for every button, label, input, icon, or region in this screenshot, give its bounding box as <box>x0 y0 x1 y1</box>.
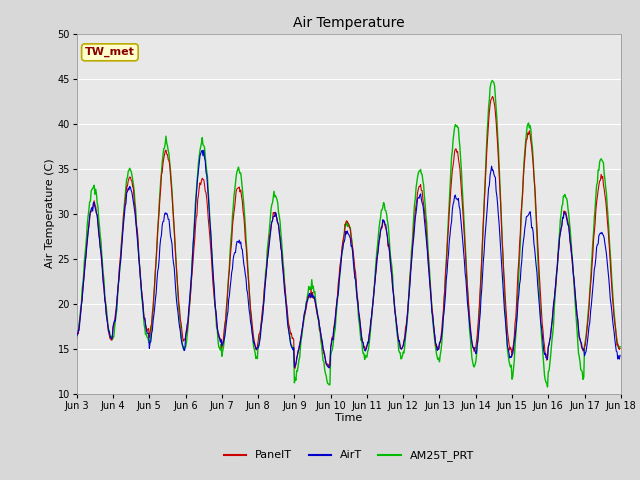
Text: TW_met: TW_met <box>85 47 135 58</box>
Y-axis label: Air Temperature (C): Air Temperature (C) <box>45 159 54 268</box>
Title: Air Temperature: Air Temperature <box>293 16 404 30</box>
X-axis label: Time: Time <box>335 413 362 423</box>
Legend: PanelT, AirT, AM25T_PRT: PanelT, AirT, AM25T_PRT <box>220 446 478 466</box>
